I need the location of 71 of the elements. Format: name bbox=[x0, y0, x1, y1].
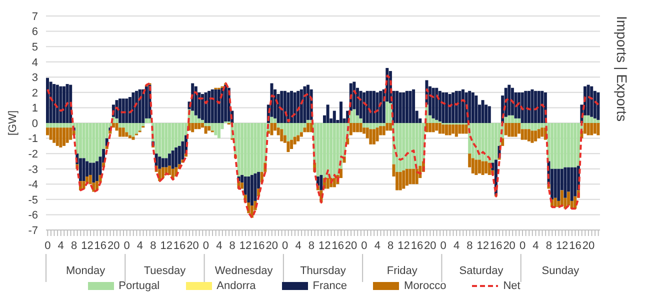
x-tick-label: 16 bbox=[252, 240, 265, 252]
text: Saturday bbox=[459, 265, 504, 277]
x-tick-label: 0 bbox=[519, 240, 526, 252]
x-tick-label: 4 bbox=[136, 240, 144, 252]
x-tick-label: 4 bbox=[58, 240, 64, 252]
legend-label: Andorra bbox=[216, 280, 256, 292]
x-tick-label: 0 bbox=[202, 240, 209, 252]
legend-label: France bbox=[312, 280, 348, 292]
x-tick-label: 8 bbox=[70, 240, 78, 252]
x-tick-label: 16 bbox=[173, 240, 186, 252]
x-tick-label: 8 bbox=[150, 240, 156, 252]
x-tick-label: 0 bbox=[44, 240, 51, 252]
x-tick-label: 8 bbox=[308, 240, 315, 252]
x-tick-label: 20 bbox=[582, 240, 595, 252]
x-tick-label: 8 bbox=[546, 240, 552, 252]
text: Sunday bbox=[542, 265, 580, 277]
text: Friday bbox=[386, 265, 418, 277]
text: Monday bbox=[66, 265, 106, 277]
y2-axis-title: Imports | Exports bbox=[614, 16, 630, 124]
x-tick-label: 4 bbox=[216, 240, 222, 252]
x-tick-label: 16 bbox=[569, 240, 582, 252]
x-tick-label: 16 bbox=[490, 240, 502, 252]
x-tick-label: 20 bbox=[503, 240, 516, 252]
x-tick-label: 20 bbox=[266, 240, 278, 252]
y-tick-label: 5 bbox=[32, 41, 38, 54]
x-tick-label: 8 bbox=[229, 240, 236, 252]
x-tick-label: 12 bbox=[556, 240, 568, 252]
legend-label: Net bbox=[502, 280, 520, 292]
x-tick-label: 4 bbox=[453, 240, 460, 252]
x-tick-label: 12 bbox=[398, 240, 410, 252]
y-tick-label: -7 bbox=[28, 224, 38, 237]
legend-label: Portugal bbox=[118, 280, 160, 292]
y-tick-label: -2 bbox=[28, 148, 38, 160]
y-tick-label: -3 bbox=[28, 164, 38, 176]
x-tick-label: 12 bbox=[318, 240, 331, 252]
y-tick-label: 2 bbox=[32, 87, 38, 100]
y-tick-label: 0 bbox=[32, 118, 38, 130]
x-tick-label: 20 bbox=[424, 240, 436, 252]
x-tick-label: 0 bbox=[361, 240, 368, 252]
y-tick-label: -4 bbox=[28, 179, 38, 192]
y-tick-label: -1 bbox=[28, 133, 38, 146]
x-tick-label: 20 bbox=[186, 240, 199, 252]
y-tick-label: 1 bbox=[32, 102, 38, 115]
text: Wednesday bbox=[214, 265, 274, 277]
x-tick-label: 12 bbox=[160, 240, 172, 252]
x-tick-label: 16 bbox=[410, 240, 424, 252]
x-tick-label: 4 bbox=[374, 240, 380, 252]
y-tick-label: 3 bbox=[32, 72, 38, 84]
x-tick-label: 4 bbox=[295, 240, 302, 252]
x-tick-label: 8 bbox=[466, 240, 473, 252]
y-tick-label: -5 bbox=[28, 194, 38, 206]
legend-label: Morocco bbox=[403, 280, 446, 292]
text: Tuesday bbox=[144, 265, 186, 277]
y-tick-label: 6 bbox=[32, 26, 38, 38]
x-tick-label: 16 bbox=[332, 240, 344, 252]
x-tick-label: 20 bbox=[107, 240, 120, 252]
x-tick-label: 12 bbox=[476, 240, 490, 252]
y-tick-label: 7 bbox=[32, 10, 38, 23]
x-tick-label: 4 bbox=[532, 240, 539, 252]
x-tick-label: 20 bbox=[344, 240, 358, 252]
x-tick-label: 12 bbox=[239, 240, 252, 252]
x-tick-label: 0 bbox=[440, 240, 446, 252]
x-tick-label: 0 bbox=[124, 240, 130, 252]
x-tick-label: 16 bbox=[94, 240, 107, 252]
y-tick-label: 4 bbox=[32, 56, 38, 69]
x-tick-label: 12 bbox=[81, 240, 94, 252]
x-tick-label: 8 bbox=[388, 240, 394, 252]
y-tick-label: -6 bbox=[28, 210, 38, 222]
text: Thursday bbox=[300, 265, 346, 277]
y-axis-title: [GW] bbox=[6, 110, 19, 136]
x-tick-label: 0 bbox=[282, 240, 288, 252]
